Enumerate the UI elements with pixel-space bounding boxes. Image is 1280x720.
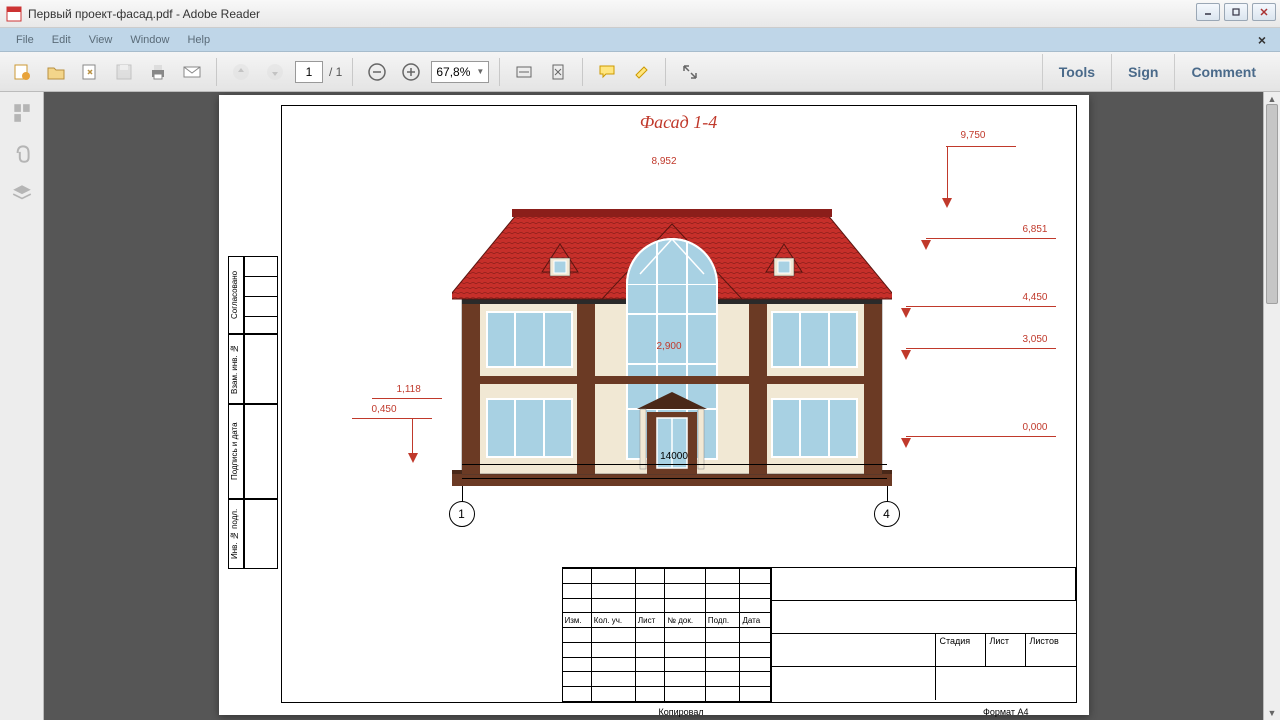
dim-9750: 9,750 bbox=[960, 130, 985, 141]
menu-edit[interactable]: Edit bbox=[44, 32, 79, 48]
scrollbar-thumb[interactable] bbox=[1266, 104, 1278, 304]
page-number-input[interactable] bbox=[295, 61, 323, 83]
pdf-page: Фасад 1-4 Согласовано Взам. инв. № Подпи… bbox=[219, 95, 1089, 715]
zoom-value: 67,8% bbox=[436, 65, 470, 79]
nav-sidebar bbox=[0, 92, 44, 720]
menu-file[interactable]: File bbox=[8, 32, 42, 48]
attachments-icon[interactable] bbox=[11, 142, 33, 164]
window-titlebar: Первый проект-фасад.pdf - Adobe Reader bbox=[0, 0, 1280, 28]
page-up-icon[interactable] bbox=[227, 58, 255, 86]
page-total: / 1 bbox=[329, 65, 342, 79]
pdf-icon bbox=[6, 6, 22, 22]
close-button[interactable] bbox=[1252, 3, 1276, 21]
print-icon[interactable] bbox=[144, 58, 172, 86]
read-mode-icon[interactable] bbox=[676, 58, 704, 86]
fit-width-icon[interactable] bbox=[510, 58, 538, 86]
footer-format: Формат A4 bbox=[983, 707, 1028, 717]
email-icon[interactable] bbox=[178, 58, 206, 86]
fit-page-icon[interactable] bbox=[544, 58, 572, 86]
dim-2900: 2,900 bbox=[657, 341, 682, 352]
menu-help[interactable]: Help bbox=[179, 32, 218, 48]
menu-view[interactable]: View bbox=[81, 32, 121, 48]
axis-marker-1: 1 bbox=[449, 501, 475, 527]
zoom-out-icon[interactable] bbox=[363, 58, 391, 86]
window-title: Первый проект-фасад.pdf - Adobe Reader bbox=[28, 7, 260, 21]
side-label-boxes: Согласовано Взам. инв. № Подпись и дата … bbox=[228, 256, 280, 569]
layers-icon[interactable] bbox=[11, 182, 33, 204]
create-pdf-icon[interactable] bbox=[8, 58, 36, 86]
comment-bubble-icon[interactable] bbox=[593, 58, 621, 86]
dim-1118: 1,118 bbox=[397, 384, 421, 395]
side-label-4: Инв. № подл. bbox=[228, 499, 244, 569]
drawing-title: Фасад 1-4 bbox=[282, 112, 1076, 133]
save-icon[interactable] bbox=[110, 58, 138, 86]
highlight-icon[interactable] bbox=[627, 58, 655, 86]
width-dimension: 14000 bbox=[462, 451, 887, 462]
side-label-3: Подпись и дата bbox=[228, 404, 244, 499]
doc-close-icon[interactable]: × bbox=[1250, 30, 1274, 50]
axis-marker-4: 4 bbox=[874, 501, 900, 527]
dim-4450: 4,450 bbox=[1022, 292, 1047, 303]
vertical-scrollbar[interactable]: ▲ ▼ bbox=[1263, 92, 1280, 720]
comment-panel-button[interactable]: Comment bbox=[1174, 54, 1272, 90]
side-label-2: Взам. инв. № bbox=[228, 334, 244, 404]
toolbar: / 1 67,8% ▼ Tools Sign Comment bbox=[0, 52, 1280, 92]
zoom-select[interactable]: 67,8% ▼ bbox=[431, 61, 489, 83]
dim-0450: 0,450 bbox=[372, 404, 397, 415]
footer-kopiroval: Копировал bbox=[659, 707, 704, 717]
sign-panel-button[interactable]: Sign bbox=[1111, 54, 1174, 90]
menu-window[interactable]: Window bbox=[122, 32, 177, 48]
minimize-button[interactable] bbox=[1196, 3, 1220, 21]
title-block: Изм.Кол. уч.Лист№ док.Подп.Дата bbox=[562, 567, 1076, 702]
open-icon[interactable] bbox=[42, 58, 70, 86]
maximize-button[interactable] bbox=[1224, 3, 1248, 21]
zoom-in-icon[interactable] bbox=[397, 58, 425, 86]
dim-0000: 0,000 bbox=[1022, 422, 1047, 433]
drawing-frame: Фасад 1-4 Согласовано Взам. инв. № Подпи… bbox=[281, 105, 1077, 703]
dim-8952: 8,952 bbox=[652, 156, 677, 167]
tools-panel-button[interactable]: Tools bbox=[1042, 54, 1111, 90]
menu-bar: File Edit View Window Help × bbox=[0, 28, 1280, 52]
thumbnails-icon[interactable] bbox=[11, 102, 33, 124]
dim-3050: 3,050 bbox=[1022, 334, 1047, 345]
document-viewer[interactable]: Фасад 1-4 Согласовано Взам. инв. № Подпи… bbox=[44, 92, 1263, 720]
page-down-icon[interactable] bbox=[261, 58, 289, 86]
house-facade bbox=[452, 154, 892, 484]
side-label-1: Согласовано bbox=[228, 256, 244, 334]
export-icon[interactable] bbox=[76, 58, 104, 86]
dim-6851: 6,851 bbox=[1022, 224, 1047, 235]
chevron-down-icon: ▼ bbox=[476, 67, 484, 76]
